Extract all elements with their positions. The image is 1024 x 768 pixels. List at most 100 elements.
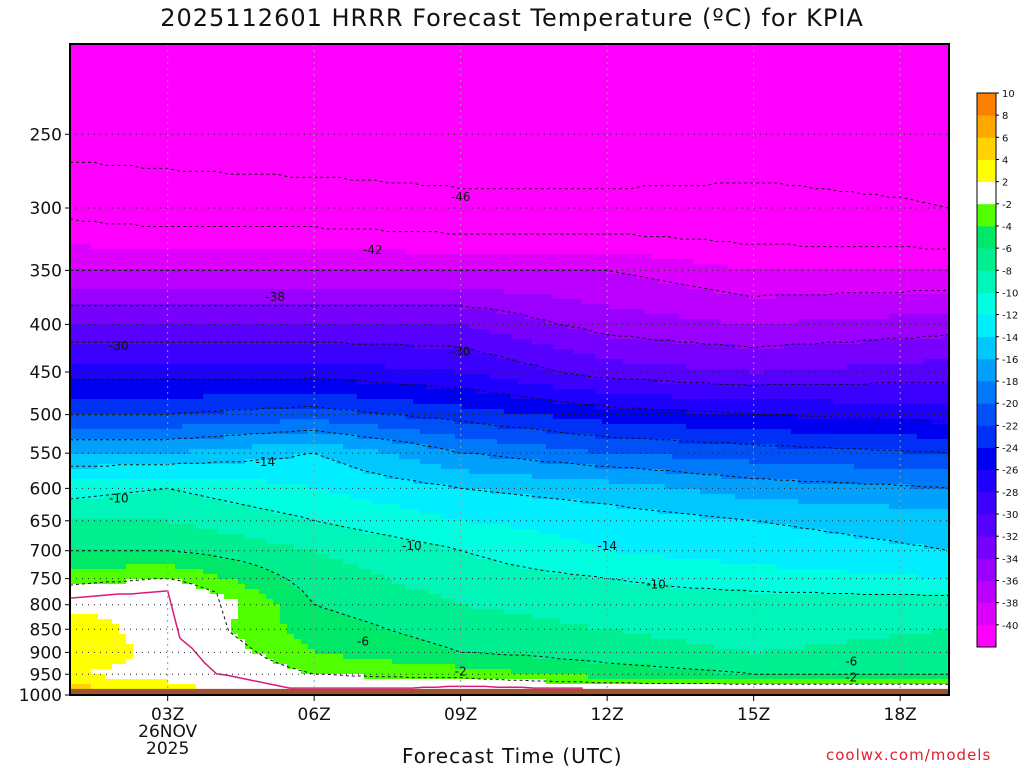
colorbar-swatch — [977, 336, 996, 360]
ground-surface — [70, 688, 949, 695]
colorbar-swatch — [977, 225, 996, 249]
colorbar-swatch — [977, 558, 996, 581]
y-tick-label: 450 — [30, 363, 62, 383]
colorbar-swatch — [977, 137, 996, 160]
colorbar-swatch — [977, 447, 996, 471]
contour-label: -10 — [646, 578, 666, 592]
colorbar-swatch — [977, 292, 996, 315]
temperature-field — [70, 44, 949, 695]
isotherm-line — [70, 452, 949, 552]
y-tick-label: 1000 — [19, 686, 62, 706]
isotherm-line — [70, 376, 949, 422]
x-tick-label: 18Z — [884, 705, 917, 725]
y-tick-label: 300 — [30, 199, 62, 219]
colorbar-frame — [976, 92, 997, 648]
y-tick-label: 600 — [30, 479, 62, 499]
colorbar-label: 4 — [1002, 155, 1008, 166]
colorbar-swatch — [977, 469, 996, 493]
colorbar-label: -14 — [1002, 333, 1018, 344]
colorbar-label: -4 — [1002, 222, 1012, 233]
colorbar-label: -18 — [1002, 377, 1018, 388]
colorbar-swatch — [977, 314, 996, 338]
x-tick-label: 12Z — [591, 705, 624, 725]
colorbar-swatch — [977, 403, 996, 426]
colorbar-swatch — [977, 159, 996, 183]
colorbar-label: -36 — [1002, 577, 1018, 588]
colorbar-label: -24 — [1002, 444, 1018, 455]
colorbar-swatch — [977, 514, 996, 537]
colorbar-label: -10 — [1002, 288, 1018, 299]
contour-label: -46 — [451, 190, 471, 204]
colorbar-swatch — [977, 248, 996, 271]
isotherm-line — [70, 305, 949, 349]
y-tick-label: 500 — [30, 406, 62, 426]
y-tick-label: 550 — [30, 444, 62, 464]
colorbar-swatch — [977, 358, 996, 382]
y-tick-label: 750 — [30, 570, 62, 590]
y-tick-label: 400 — [30, 315, 62, 335]
y-tick-label: 900 — [30, 643, 62, 663]
y-axis: 250 300 350 400 450 500 550 600 650 700 750 800 850 9… — [19, 125, 70, 706]
isotherm-line — [70, 341, 949, 387]
colorbar-swatch — [977, 115, 996, 138]
chart-title: 2025112601 HRRR Forecast Temperature (ºC… — [160, 4, 864, 32]
contour-label: -30 — [109, 339, 129, 353]
colorbar: -40-38-36-34-32-30-28-26-24-22-20-18-16-… — [976, 89, 1018, 648]
contour-label: -6 — [845, 654, 857, 668]
contour-label: -14 — [597, 539, 617, 553]
colorbar-label: -16 — [1002, 355, 1018, 366]
colorbar-label: -12 — [1002, 311, 1018, 322]
colorbar-label: 8 — [1002, 111, 1008, 122]
colorbar-label: -30 — [1002, 510, 1018, 521]
x-tick-date: 26NOV — [138, 722, 197, 742]
colorbar-label: -8 — [1002, 266, 1012, 277]
isotherm-line — [70, 406, 949, 454]
colorbar-swatch — [977, 425, 996, 448]
colorbar-label: -26 — [1002, 466, 1018, 477]
colorbar-label: -6 — [1002, 244, 1012, 255]
isotherm-line — [70, 269, 949, 298]
contour-label: -2 — [845, 671, 857, 685]
colorbar-label: 10 — [1002, 89, 1015, 100]
colorbar-label: -2 — [1002, 200, 1012, 211]
colorbar-label: -32 — [1002, 532, 1018, 543]
colorbar-label: -22 — [1002, 421, 1018, 432]
isotherm-line — [70, 550, 949, 675]
contour-label: -10 — [109, 491, 129, 505]
colorbar-label: 2 — [1002, 178, 1008, 189]
isotherm-line — [70, 430, 949, 489]
contour-label: -38 — [265, 290, 285, 304]
colorbar-swatch — [977, 270, 996, 293]
colorbar-label: -34 — [1002, 554, 1018, 565]
contour-label: -2 — [455, 664, 467, 678]
colorbar-label: -38 — [1002, 599, 1018, 610]
contour-label: -30 — [451, 345, 471, 359]
colorbar-swatch — [977, 93, 996, 116]
x-tick-label: 03Z — [151, 705, 184, 725]
colorbar-swatch — [977, 381, 996, 404]
x-axis-title: Forecast Time (UTC) — [402, 744, 623, 768]
colorbar-label: 6 — [1002, 133, 1008, 144]
y-tick-label: 250 — [30, 125, 62, 145]
freezing-line — [70, 161, 949, 689]
colorbar-swatch — [977, 181, 996, 205]
colorbar-swatch — [977, 602, 996, 626]
colorbar-label: -40 — [1002, 621, 1018, 632]
credit-link[interactable]: coolwx.com/models — [826, 746, 992, 764]
freezing-isotherm — [70, 590, 583, 689]
colorbar-label: -28 — [1002, 488, 1018, 499]
colorbar-swatch — [977, 580, 996, 604]
y-tick-label: 350 — [30, 261, 62, 281]
y-tick-label: 800 — [30, 596, 62, 616]
contour-labels: -46 -42 -38 -30 -30 -14 -10 -10 -14 -10 -6 -2 -6 -2 — [109, 190, 857, 685]
contour-label: -42 — [363, 243, 383, 257]
isotherm-line — [70, 578, 949, 685]
x-tick-label: 15Z — [737, 705, 770, 725]
y-tick-label: 850 — [30, 620, 62, 640]
colorbar-label: -20 — [1002, 399, 1018, 410]
ground-fill — [70, 688, 949, 695]
colorbar-swatch — [977, 624, 996, 648]
x-tick-label: 09Z — [444, 705, 477, 725]
